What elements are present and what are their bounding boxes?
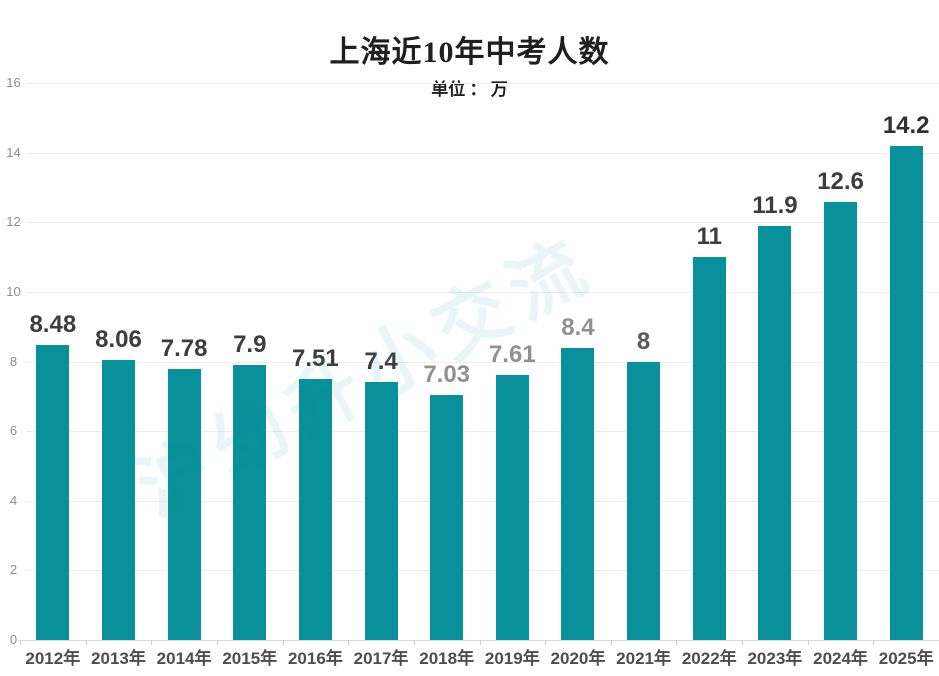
axis-tick (873, 640, 875, 645)
gridline (26, 83, 939, 85)
x-tick-label: 2025年 (878, 649, 934, 668)
x-tick-label: 2020年 (550, 649, 606, 668)
bar-value-label: 11 (696, 223, 722, 251)
y-tick-label: 8 (9, 353, 18, 369)
axis-tick (151, 640, 153, 645)
gridline (26, 361, 939, 363)
x-tick-label: 2016年 (287, 649, 343, 668)
axis-tick (282, 640, 284, 645)
bar-value-label: 7.4 (364, 348, 398, 376)
y-tick-label: 6 (9, 423, 18, 439)
bar (495, 375, 529, 640)
axis-tick (807, 640, 809, 645)
bar-value-label: 8.4 (561, 313, 595, 341)
x-axis-line (18, 640, 939, 641)
x-tick-label: 2019年 (484, 649, 540, 668)
bar-value-label: 7.03 (423, 361, 471, 389)
bar-value-label: 7.51 (292, 344, 339, 372)
bar (430, 395, 464, 640)
bar (824, 201, 858, 640)
bar-value-label: 8.48 (29, 310, 77, 338)
gridline (26, 570, 939, 572)
bar-value-label: 11.9 (752, 191, 798, 219)
y-tick-label: 4 (9, 492, 18, 508)
x-tick-label: 2013年 (91, 649, 146, 668)
x-tick-label: 2022年 (681, 649, 737, 668)
x-tick-label: 2023年 (747, 649, 803, 668)
axis-tick (348, 640, 350, 645)
chart-subtitle: 单位 ： 万 (431, 80, 508, 99)
gridline (26, 292, 939, 293)
bar (627, 361, 661, 640)
bar (36, 344, 70, 640)
axis-tick (216, 640, 218, 645)
bar (889, 145, 923, 640)
y-tick-label: 14 (6, 144, 21, 160)
bar (233, 365, 267, 640)
bar-value-label: 8.06 (95, 325, 142, 353)
x-tick-label: 2018年 (419, 649, 475, 668)
bar-value-label: 7.9 (233, 331, 267, 359)
gridline (26, 431, 939, 433)
x-tick-label: 2014年 (156, 649, 212, 668)
axis-tick (479, 640, 481, 645)
bar (758, 225, 792, 640)
bar-value-label: 7.78 (160, 335, 208, 363)
bar (561, 347, 595, 640)
bar (101, 359, 135, 640)
bar-value-label: 12.6 (817, 167, 864, 195)
chart-title: 上海近10年中考人数 (329, 36, 610, 69)
bar-value-label: 8 (636, 327, 651, 355)
gridline (26, 222, 939, 224)
bar (364, 382, 398, 640)
bar (692, 257, 726, 640)
x-tick-label: 2017年 (353, 649, 409, 668)
y-tick-label: 16 (6, 75, 21, 91)
bar-value-label: 7.61 (488, 341, 536, 369)
y-tick-label: 10 (6, 284, 21, 299)
axis-tick (545, 640, 547, 645)
bar (167, 369, 201, 640)
axis-tick (742, 640, 744, 645)
bar (298, 378, 332, 640)
bar-value-label: 14.2 (882, 111, 930, 139)
axis-tick (610, 640, 612, 645)
gridline (26, 152, 939, 154)
y-tick-label: 12 (6, 214, 21, 230)
gridline (26, 500, 939, 502)
y-tick-label: 0 (9, 632, 18, 647)
axis-tick (20, 640, 21, 645)
x-tick-label: 2012年 (25, 649, 81, 668)
y-tick-label: 2 (9, 562, 18, 578)
x-tick-label: 2024年 (813, 649, 868, 668)
axis-tick (85, 640, 87, 645)
x-tick-label: 2015年 (222, 649, 278, 668)
axis-tick (676, 640, 678, 645)
axis-tick (413, 640, 415, 645)
x-tick-label: 2021年 (616, 649, 672, 668)
